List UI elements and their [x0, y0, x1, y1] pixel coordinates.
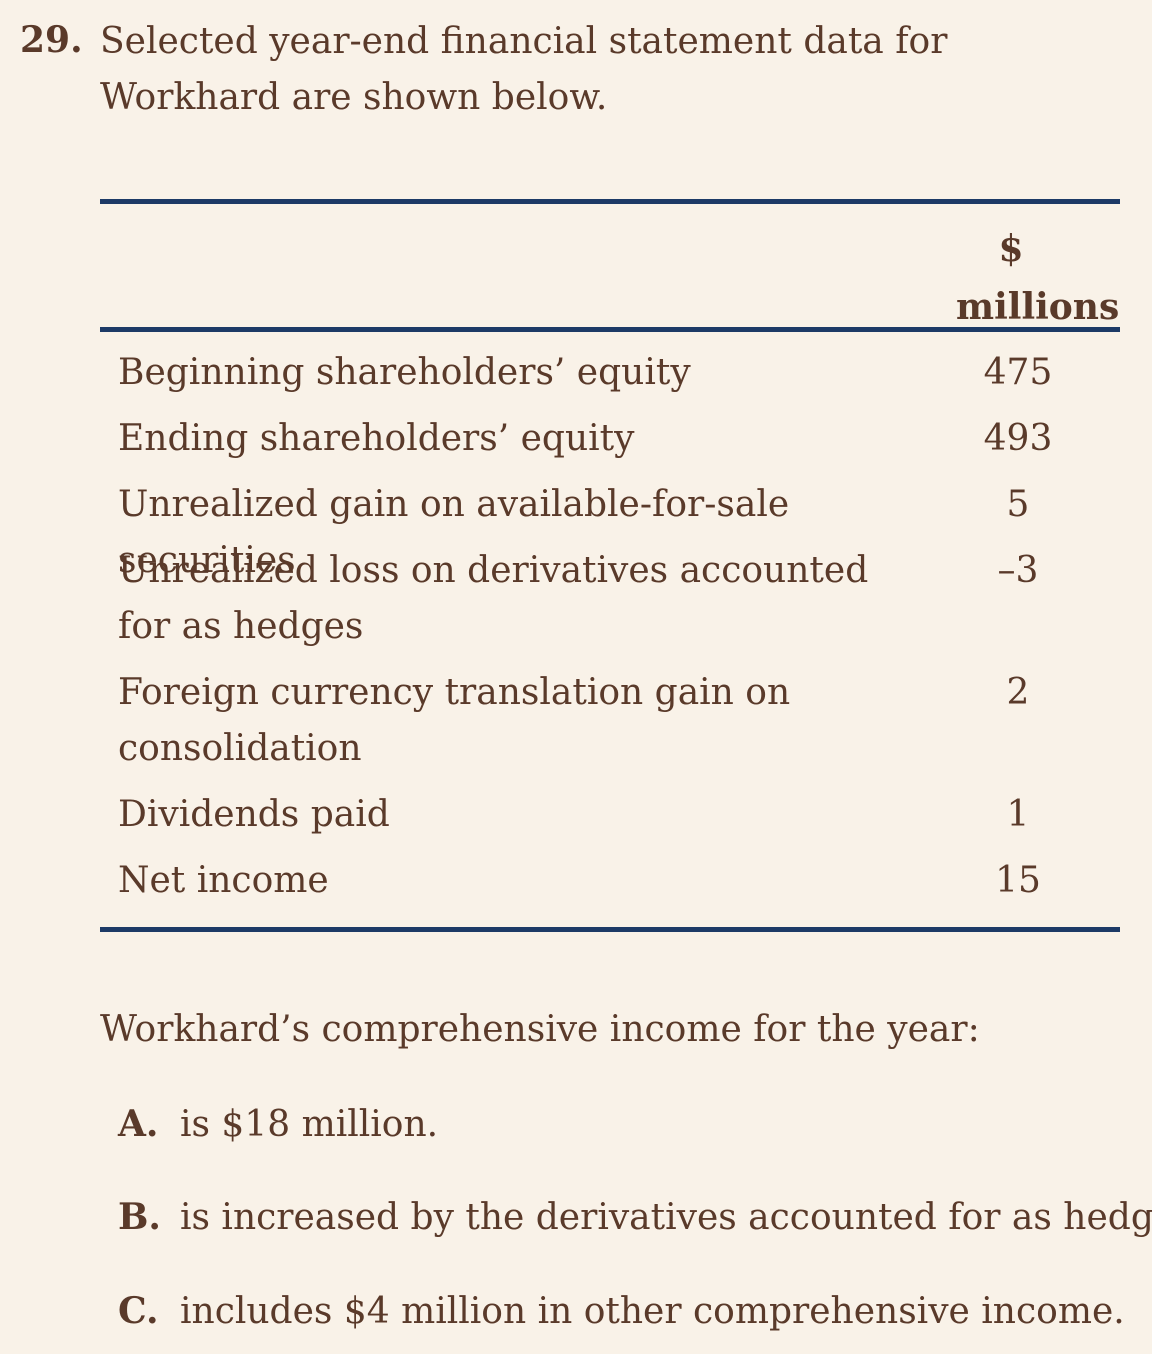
row-label: Ending shareholders’ equity — [118, 418, 635, 459]
table-top-rule — [100, 199, 1120, 204]
row-value: 493 — [983, 418, 1053, 459]
table-header: $ millions — [100, 204, 1120, 328]
row-value: 475 — [983, 352, 1053, 393]
row-label: Foreign currency translation gain on con… — [118, 672, 791, 769]
question-prompt: Workhard’s comprehensive income for the … — [100, 1009, 980, 1050]
row-label: Beginning shareholders’ equity — [118, 352, 691, 393]
table-row: Beginning shareholders’ equity 475 — [100, 345, 1120, 411]
row-label: Dividends paid — [118, 794, 390, 835]
table-body: Beginning shareholders’ equity 475 Endin… — [100, 332, 1120, 927]
row-label: Unrealized loss on derivatives accounted… — [118, 550, 869, 647]
table-row: Unrealized gain on available-for-sale se… — [100, 477, 1120, 581]
table-row: Unrealized loss on derivatives accounted… — [100, 543, 1120, 665]
row-value: 15 — [995, 860, 1041, 901]
column-header-amount: $ millions — [956, 228, 1120, 328]
table-row: Dividends paid 1 — [100, 787, 1120, 853]
answer-option-c[interactable]: C. includes $4 million in other comprehen… — [118, 1283, 1125, 1340]
question-stem: Selected year-end financial statement da… — [100, 21, 948, 118]
row-value: 1 — [1006, 794, 1030, 835]
table-bottom-rule — [100, 927, 1120, 932]
option-letter: C. — [118, 1290, 159, 1332]
table-row: Net income 15 — [100, 853, 1120, 919]
table-row: Ending shareholders’ equity 493 — [100, 411, 1120, 477]
answer-option-b[interactable]: B. is increased by the derivatives accoun… — [118, 1189, 1152, 1246]
row-label: Unrealized gain on available-for-sale se… — [118, 484, 790, 581]
option-text: includes $4 million in other comprehensi… — [180, 1291, 1125, 1332]
row-value: 2 — [1006, 672, 1030, 713]
option-letter: B. — [118, 1196, 161, 1238]
answer-option-a[interactable]: A. is $18 million. — [118, 1096, 438, 1153]
option-text: is increased by the derivatives accounte… — [180, 1197, 1152, 1238]
row-value: 5 — [1006, 484, 1030, 525]
financial-data-table: $ millions Beginning shareholders’ equit… — [100, 199, 1120, 932]
row-label: Net income — [118, 860, 329, 901]
table-row: Foreign currency translation gain on con… — [100, 665, 1120, 787]
row-value: –3 — [997, 550, 1039, 591]
question-number: 29. — [20, 19, 83, 61]
option-letter: A. — [118, 1103, 159, 1145]
table-header-rule — [100, 327, 1120, 332]
option-text: is $18 million. — [180, 1104, 439, 1145]
